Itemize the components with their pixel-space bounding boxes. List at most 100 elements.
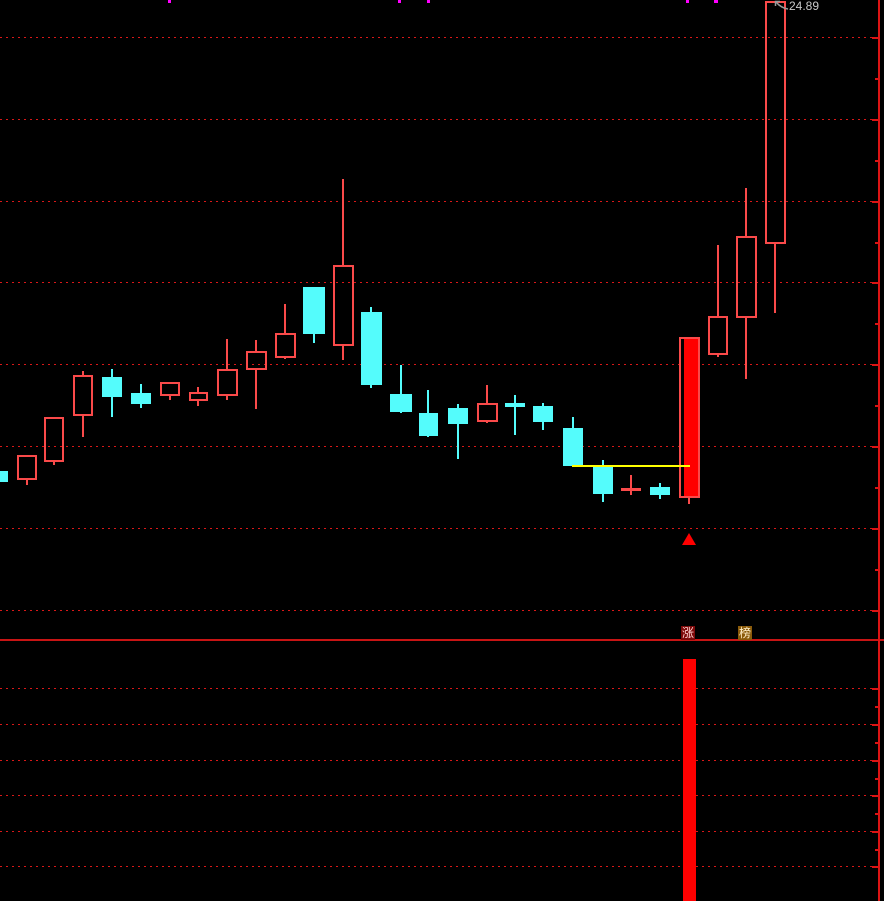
candle-wick bbox=[313, 334, 315, 343]
gridline bbox=[0, 446, 878, 447]
gridline bbox=[0, 282, 878, 283]
axis-tick-major bbox=[872, 119, 878, 121]
axis-tick-major bbox=[872, 831, 878, 833]
axis-tick-minor bbox=[875, 778, 878, 780]
candle-body bbox=[765, 1, 786, 244]
candle-body bbox=[17, 455, 37, 480]
axis-tick-major bbox=[872, 37, 878, 39]
gridline bbox=[0, 688, 878, 689]
indicator-panel[interactable] bbox=[0, 641, 878, 901]
candle-wick bbox=[688, 498, 690, 504]
candle-wick bbox=[26, 480, 28, 485]
candle-body bbox=[533, 406, 553, 422]
candle-body bbox=[419, 413, 438, 436]
axis-tick-major bbox=[872, 201, 878, 203]
candle-wick bbox=[745, 318, 747, 379]
candle-wick bbox=[53, 462, 55, 465]
candle-body bbox=[217, 369, 238, 396]
candle-wick bbox=[111, 369, 113, 377]
gridline bbox=[0, 795, 878, 796]
axis-tick-minor bbox=[875, 813, 878, 815]
axis-tick-major bbox=[872, 364, 878, 366]
candle-wick bbox=[427, 436, 429, 437]
candle-wick bbox=[457, 404, 459, 408]
candle-body bbox=[0, 471, 8, 482]
candle-wick bbox=[400, 412, 402, 413]
candle-body bbox=[73, 375, 93, 416]
axis-tick-major bbox=[872, 282, 878, 284]
candle-wick bbox=[514, 395, 516, 403]
candle-wick bbox=[169, 396, 171, 400]
buy-signal-triangle bbox=[682, 533, 696, 545]
gridline bbox=[0, 831, 878, 832]
gridline bbox=[0, 201, 878, 202]
candle-wick bbox=[370, 307, 372, 312]
candle-body bbox=[736, 236, 757, 318]
axis-tick-major bbox=[872, 446, 878, 448]
axis-tick-minor bbox=[875, 160, 878, 162]
candle-wick bbox=[226, 396, 228, 400]
candle-body bbox=[650, 487, 670, 495]
candle-wick bbox=[630, 475, 632, 488]
candle-wick bbox=[427, 390, 429, 413]
indicator-label-bang: 榜 bbox=[738, 626, 752, 640]
candle-wick bbox=[342, 179, 344, 265]
candle-body bbox=[102, 377, 122, 397]
candle-body bbox=[477, 403, 498, 422]
axis-tick-minor bbox=[875, 569, 878, 571]
axis-tick-minor bbox=[875, 242, 878, 244]
candle-body bbox=[160, 382, 180, 396]
gridline bbox=[0, 866, 878, 867]
axis-tick-major bbox=[872, 528, 878, 530]
axis-tick-minor bbox=[875, 78, 878, 80]
candle-wick bbox=[140, 384, 142, 393]
axis-tick-major bbox=[872, 610, 878, 612]
candle-wick bbox=[255, 340, 257, 351]
axis-tick-minor bbox=[875, 405, 878, 407]
gridline bbox=[0, 37, 878, 38]
gridline bbox=[0, 610, 878, 611]
axis-tick-minor bbox=[875, 849, 878, 851]
gridline bbox=[0, 760, 878, 761]
candle-body-fill bbox=[684, 339, 698, 496]
candle-wick bbox=[542, 422, 544, 430]
gridline bbox=[0, 364, 878, 365]
candle-body bbox=[333, 265, 354, 346]
candle-body bbox=[275, 333, 296, 358]
candle-body bbox=[593, 466, 613, 494]
candle-body bbox=[708, 316, 728, 355]
panel-divider-line bbox=[0, 639, 884, 641]
indicator-label-zhang: 涨 bbox=[681, 626, 695, 640]
candle-body bbox=[44, 417, 64, 462]
candle-wick bbox=[542, 403, 544, 406]
header-text-fragment bbox=[168, 0, 171, 3]
candle-wick bbox=[284, 358, 286, 359]
arrow-up-left-icon bbox=[774, 0, 789, 10]
candle-wick bbox=[630, 491, 632, 495]
candle-body bbox=[361, 312, 382, 385]
header-text-fragment bbox=[686, 0, 689, 3]
candle-wick bbox=[82, 371, 84, 375]
candle-wick bbox=[717, 245, 719, 316]
candle-wick bbox=[602, 494, 604, 502]
candle-wick bbox=[284, 304, 286, 333]
candle-wick bbox=[226, 339, 228, 369]
candle-wick bbox=[774, 244, 776, 313]
candle-wick bbox=[370, 385, 372, 388]
axis-tick-major bbox=[872, 760, 878, 762]
candle-wick bbox=[572, 417, 574, 428]
candle-wick bbox=[111, 397, 113, 417]
candle-body bbox=[303, 287, 325, 334]
candle-wick bbox=[602, 460, 604, 466]
candle-body bbox=[448, 408, 468, 424]
candle-wick bbox=[659, 483, 661, 487]
price-annotation: 24.89 bbox=[774, 0, 819, 13]
candle-wick bbox=[197, 401, 199, 406]
candle-wick bbox=[82, 416, 84, 437]
header-text-fragment bbox=[398, 0, 401, 3]
candle-wick bbox=[486, 422, 488, 423]
axis-tick-minor bbox=[875, 742, 878, 744]
gridline bbox=[0, 724, 878, 725]
axis-tick-major bbox=[872, 724, 878, 726]
